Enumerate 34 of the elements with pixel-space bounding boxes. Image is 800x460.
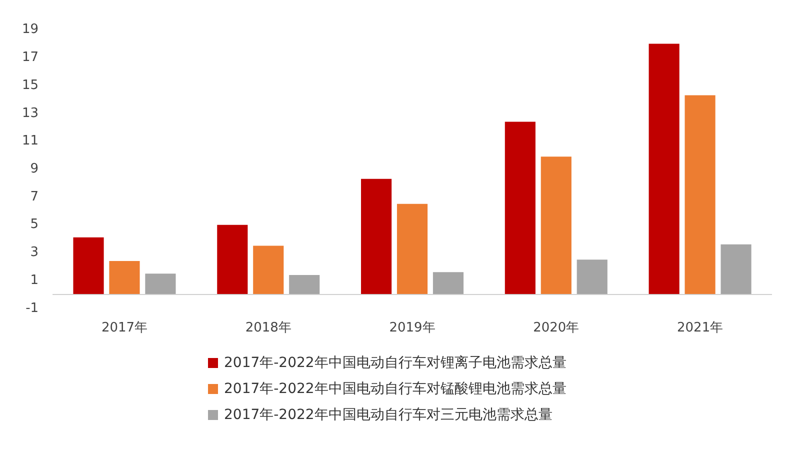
x-tick-label: 2018年 [245, 320, 292, 336]
legend-label: 2017年-2022年中国电动自行车对锂离子电池需求总量 [224, 354, 566, 372]
bar [684, 95, 716, 294]
bar [396, 204, 428, 294]
bar [109, 261, 140, 294]
y-tick-label: 9 [30, 161, 39, 176]
x-tick-label: 2021年 [677, 320, 724, 336]
bar [361, 178, 392, 294]
y-tick-label: 7 [30, 189, 39, 204]
y-tick-label: 13 [22, 106, 39, 121]
y-tick-label: 11 [22, 134, 39, 149]
bar [540, 156, 572, 294]
bar [504, 122, 536, 294]
y-tick-label: 15 [22, 78, 39, 93]
bar [289, 274, 320, 294]
y-tick-label: 5 [30, 217, 39, 232]
x-tick-label: 2020年 [533, 320, 580, 336]
bar [432, 272, 464, 294]
y-tick-label: 3 [30, 245, 39, 260]
x-tick-label: 2017年 [101, 320, 148, 336]
bar [253, 246, 284, 294]
y-tick-label: 17 [22, 50, 39, 66]
y-tick-label: -1 [26, 300, 39, 316]
bar [145, 274, 176, 294]
bar [217, 224, 248, 294]
bar [73, 237, 104, 294]
y-tick-label: 19 [22, 22, 39, 38]
x-tick-label: 2019年 [389, 320, 436, 336]
bar [720, 244, 752, 294]
legend-label: 2017年-2022年中国电动自行车对三元电池需求总量 [224, 406, 552, 424]
legend-label: 2017年-2022年中国电动自行车对锰酸锂电池需求总量 [224, 380, 566, 398]
bar [648, 44, 680, 294]
bar [576, 260, 608, 294]
y-tick-label: 1 [30, 272, 39, 288]
